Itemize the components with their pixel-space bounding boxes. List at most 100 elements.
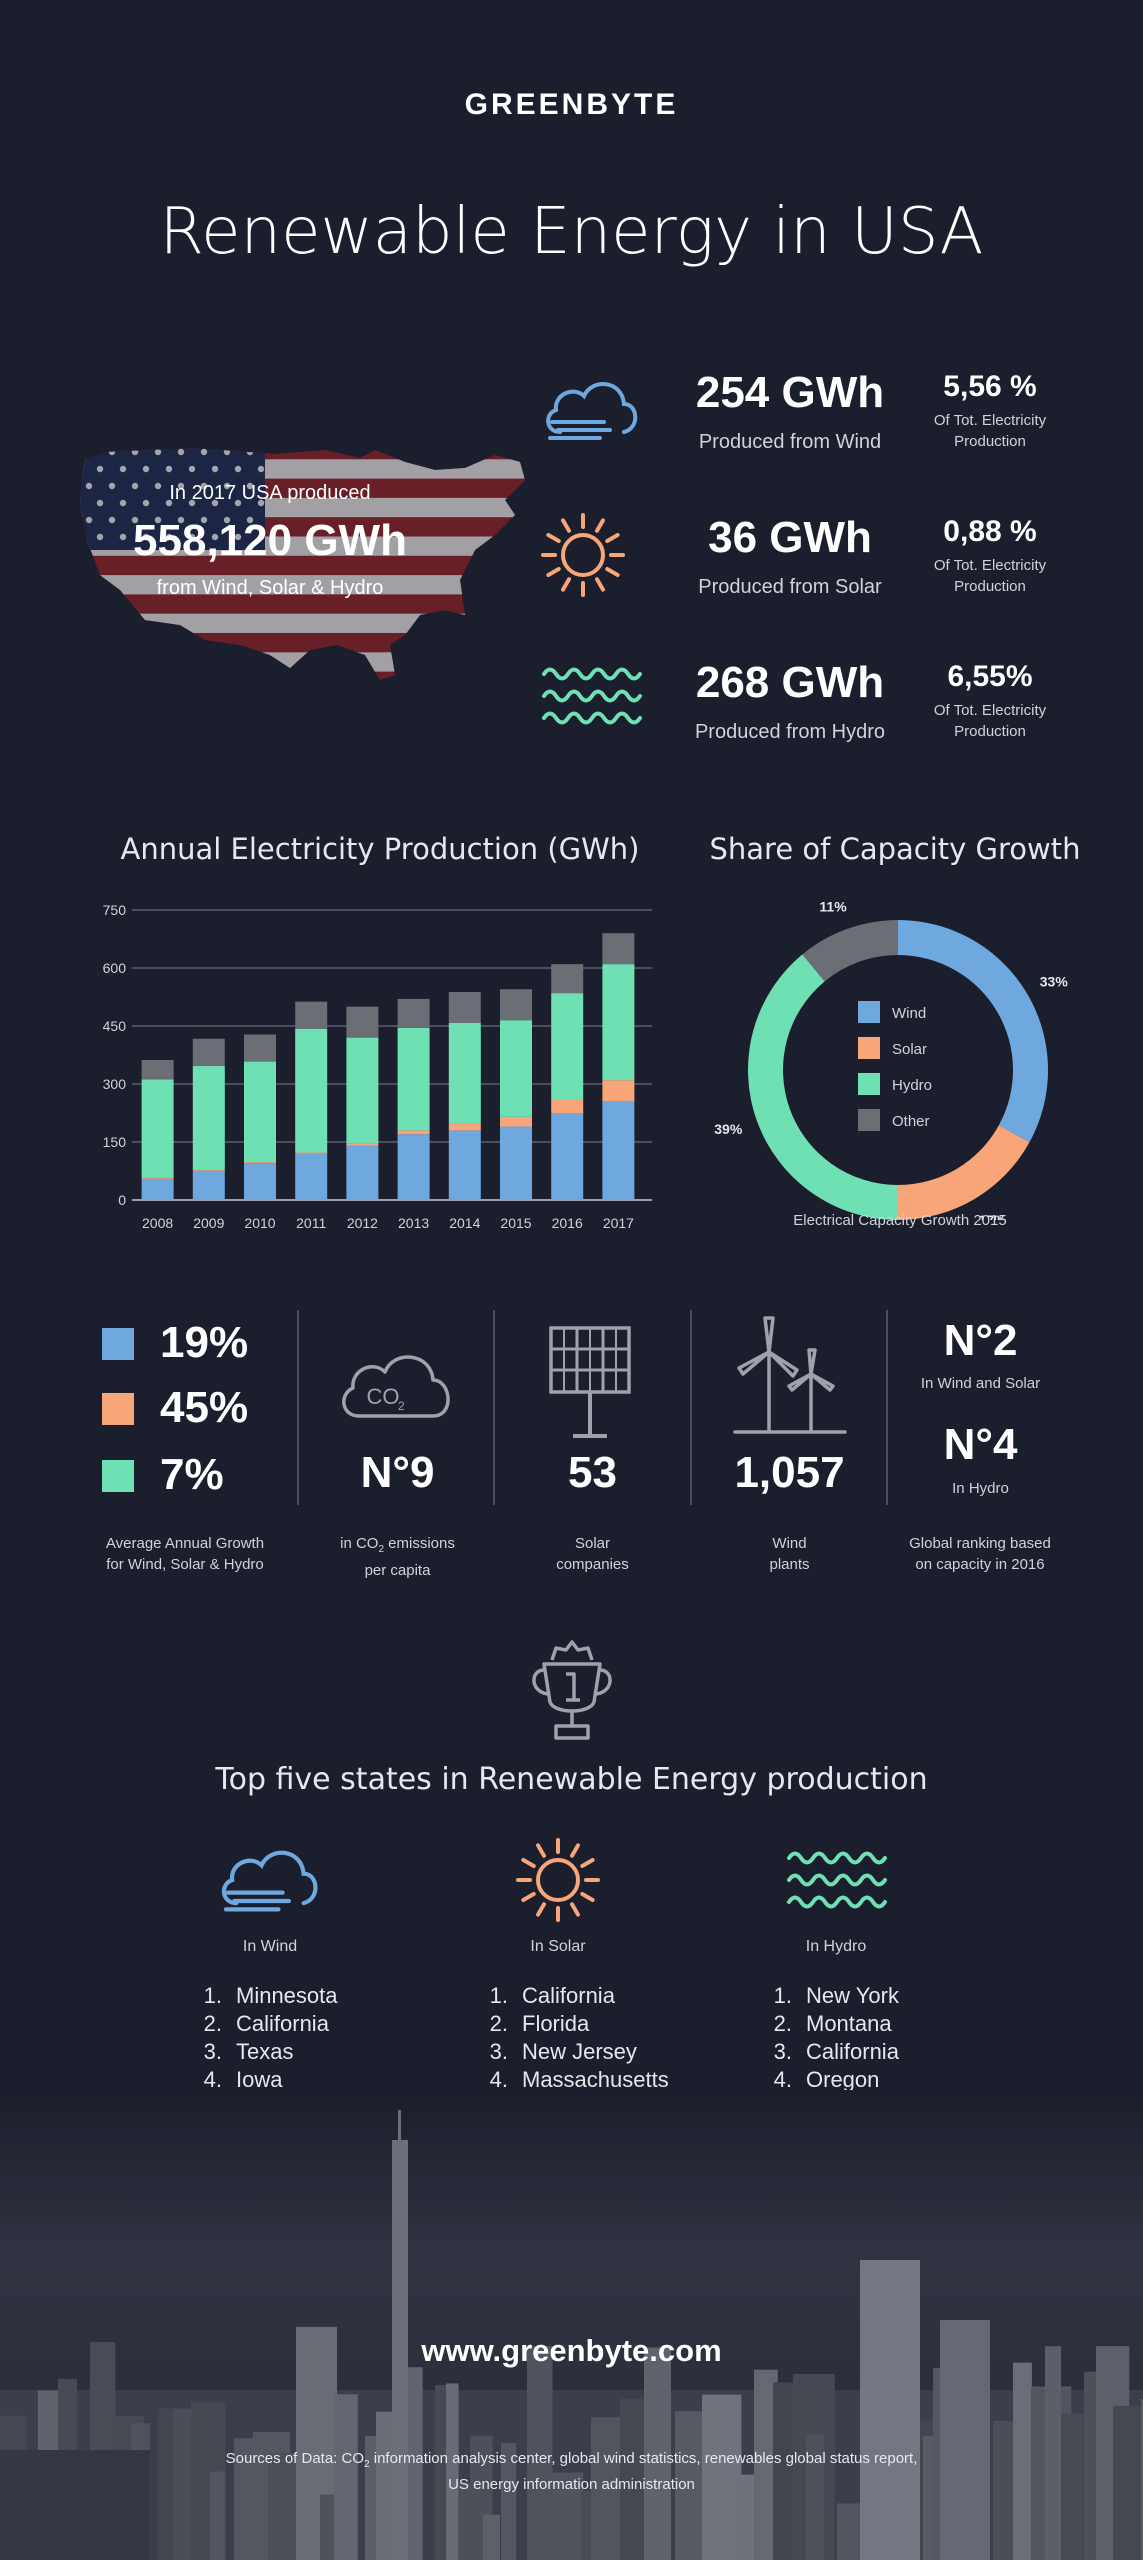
solar-states-heading: In Solar xyxy=(530,1938,586,1955)
list-item: 3. New Jersey xyxy=(489,2039,637,2064)
legend-swatch-solar xyxy=(858,1037,880,1059)
bar-other-2017 xyxy=(602,933,635,965)
x-tick-label: 2012 xyxy=(347,1215,378,1231)
list-item: 1. New York xyxy=(773,1983,899,2008)
list-item: 4. Oregon xyxy=(773,2067,880,2092)
wind-share-label: Of Tot. Electricity Production xyxy=(933,412,1047,450)
x-tick-label: 2013 xyxy=(398,1215,429,1231)
slice-hydro xyxy=(748,954,898,1220)
divider xyxy=(297,1310,299,1505)
growth-hydro-pct: 7% xyxy=(160,1450,224,1499)
x-tick-label: 2016 xyxy=(552,1215,583,1231)
rank-hydro-value: N°4 xyxy=(943,1420,1018,1469)
solar-share-label: Of Tot. Electricity Production xyxy=(933,557,1047,595)
wind-states-list: 1.Minnesota2.California3.Texas4.Iowa5.Or… xyxy=(192,1982,338,2122)
bar-wind-2012 xyxy=(346,1145,379,1200)
x-tick-label: 2017 xyxy=(603,1215,634,1231)
bar-other-2010 xyxy=(244,1034,276,1062)
page-title: Renewable Energy in USA xyxy=(159,195,984,269)
usa-intro: In 2017 USA produced xyxy=(169,482,371,504)
bar-solar-2017 xyxy=(602,1080,635,1102)
legend-label-hydro: Hydro xyxy=(892,1077,932,1094)
wind-production-label: Produced from Wind xyxy=(698,431,882,453)
hydro-production-label: Produced from Hydro xyxy=(694,721,886,743)
legend-swatch-other xyxy=(858,1109,880,1131)
bar-wind-2014 xyxy=(448,1130,481,1200)
bar-hydro-2017 xyxy=(602,964,635,1081)
growth-label: Average Annual Growth for Wind, Solar & … xyxy=(105,1535,265,1573)
ranking-label: Global ranking based on capacity in 2016 xyxy=(909,1535,1051,1573)
bar-hydro-2014 xyxy=(448,1022,481,1124)
bar-chart: 0 150 300 450 600 750 2008 2009 2010 2011 2012 2013… xyxy=(103,902,652,1231)
growth-solar-pct: 45% xyxy=(160,1383,249,1432)
rank-wind-solar-label: In Wind and Solar xyxy=(920,1375,1041,1392)
solar-companies-value: 53 xyxy=(568,1448,617,1497)
usa-total: 558,120 GWh xyxy=(133,516,407,565)
gear-trophy-icon xyxy=(532,1640,612,1740)
co2-rank-value: N°9 xyxy=(360,1448,435,1497)
hydro-states-heading: In Hydro xyxy=(805,1938,867,1955)
bar-wind-2010 xyxy=(244,1163,276,1200)
divider xyxy=(886,1310,888,1505)
y-tick-label: 750 xyxy=(103,902,127,918)
list-item: 3. California xyxy=(773,2039,899,2064)
bar-other-2014 xyxy=(448,991,481,1023)
divider xyxy=(690,1310,692,1505)
x-tick-label: 2008 xyxy=(142,1215,173,1231)
bar-other-2011 xyxy=(295,1001,328,1029)
bar-wind-2017 xyxy=(602,1101,635,1200)
bar-chart-title: Annual Electricity Production (GWh) xyxy=(120,832,640,866)
list-item: 2. Florida xyxy=(489,2011,590,2036)
legend-swatch-hydro xyxy=(858,1073,880,1095)
x-tick-label: 2011 xyxy=(296,1215,326,1231)
bar-wind-2011 xyxy=(295,1153,328,1200)
legend-label-wind: Wind xyxy=(892,1005,926,1022)
solar-panel-icon xyxy=(549,1326,631,1438)
waves-icon xyxy=(542,667,642,725)
x-tick-label: 2010 xyxy=(244,1215,275,1231)
bar-solar-2009 xyxy=(192,1170,225,1171)
bar-other-2013 xyxy=(397,998,430,1028)
bar-wind-2013 xyxy=(397,1134,430,1200)
x-tick-label: 2009 xyxy=(193,1215,224,1231)
website-link[interactable]: www.greenbyte.com xyxy=(421,2333,722,2368)
wind-share-value: 5,56 % xyxy=(943,370,1037,403)
data-sources: Sources of Data: CO2 information analysi… xyxy=(225,2450,918,2493)
bar-other-2016 xyxy=(551,964,584,994)
brand-logo: GREENBYTE xyxy=(464,88,679,121)
co2-icon-text: CO xyxy=(367,1384,400,1409)
bar-solar-2008 xyxy=(141,1177,174,1179)
y-tick-label: 450 xyxy=(103,1018,127,1034)
bar-hydro-2012 xyxy=(346,1037,379,1144)
bar-wind-2008 xyxy=(141,1178,174,1200)
wind-plants-label: Wind plants xyxy=(769,1535,810,1573)
growth-solar-swatch xyxy=(102,1393,134,1425)
bar-solar-2015 xyxy=(500,1116,532,1127)
y-tick-label: 0 xyxy=(118,1192,126,1208)
x-tick-label: 2015 xyxy=(500,1215,531,1231)
y-tick-label: 300 xyxy=(103,1076,127,1092)
y-tick-label: 150 xyxy=(103,1134,127,1150)
usa-subtitle: from Wind, Solar & Hydro xyxy=(156,577,384,599)
list-item: 3. Texas xyxy=(203,2039,294,2064)
co2-label: in CO2 emissions per capita xyxy=(340,1535,455,1579)
hydro-production-value: 268 GWh xyxy=(695,658,885,707)
list-item: 4. Massachusetts xyxy=(489,2067,669,2092)
sun-icon xyxy=(541,513,625,597)
slice-solar xyxy=(898,1125,1030,1220)
list-item: 1. California xyxy=(489,1983,615,2008)
solar-share-value: 0,88 % xyxy=(943,515,1037,548)
cloud-wind-icon xyxy=(221,1850,318,1912)
cloud-wind-icon xyxy=(546,382,638,440)
solar-production-label: Produced from Solar xyxy=(698,576,882,598)
list-item: 1. Minnesota xyxy=(203,1983,338,2008)
bar-other-2009 xyxy=(192,1038,225,1066)
bar-hydro-2010 xyxy=(244,1061,276,1163)
bar-hydro-2008 xyxy=(141,1079,174,1178)
growth-wind-swatch xyxy=(102,1328,134,1360)
bar-solar-2013 xyxy=(397,1130,430,1135)
hydro-share-label: Of Tot. Electricity Production xyxy=(933,702,1047,740)
growth-wind-pct: 19% xyxy=(160,1318,249,1367)
bar-wind-2009 xyxy=(192,1171,225,1200)
list-item: 4. Iowa xyxy=(203,2067,283,2092)
